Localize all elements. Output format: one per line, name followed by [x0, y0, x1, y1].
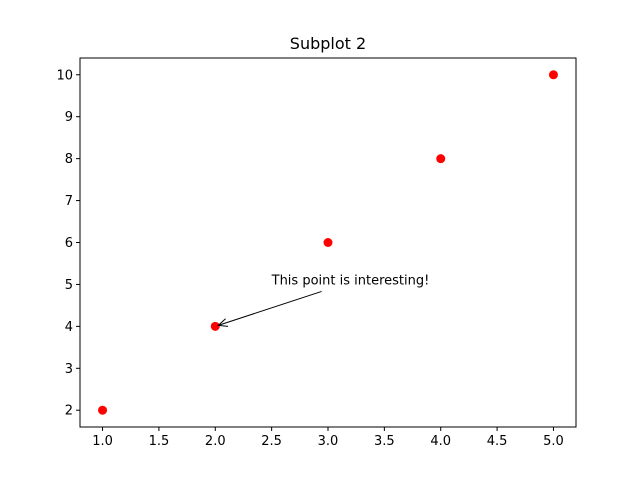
y-tick-label: 3	[65, 362, 73, 377]
y-tick-label: 7	[65, 194, 73, 209]
annotation-arrowhead	[217, 318, 229, 327]
data-series	[98, 70, 558, 415]
data-point	[210, 321, 220, 331]
x-tick-label: 2.5	[261, 434, 282, 449]
annotation-arrow	[218, 290, 322, 326]
chart-title: Subplot 2	[290, 34, 366, 53]
data-point	[436, 154, 446, 164]
y-tick-label: 9	[65, 110, 73, 125]
y-tick-label: 5	[65, 278, 73, 293]
x-tick-label: 1.5	[149, 434, 170, 449]
y-tick-label: 4	[65, 320, 73, 335]
x-tick-label: 5.0	[543, 434, 564, 449]
y-tick-label: 8	[65, 152, 73, 167]
x-tick-label: 4.0	[430, 434, 451, 449]
x-axis: 1.0 1.5 2.0 2.5 3.0 3.5 4.0 4.5 5.0	[92, 427, 564, 449]
annotations: This point is interesting!	[217, 273, 430, 327]
x-tick-label: 3.0	[318, 434, 339, 449]
data-point	[548, 70, 558, 80]
annotation-text: This point is interesting!	[271, 273, 430, 288]
x-tick-label: 1.0	[92, 434, 113, 449]
data-point	[323, 238, 333, 247]
y-tick-label: 6	[65, 236, 73, 251]
y-tick-label: 2	[65, 404, 73, 419]
y-tick-label: 10	[56, 68, 73, 83]
data-point	[98, 405, 108, 415]
x-tick-label: 2.0	[205, 434, 226, 449]
x-tick-label: 4.5	[487, 434, 508, 449]
x-tick-label: 3.5	[374, 434, 395, 449]
y-axis: 2 3 4 5 6 7 8 9 10	[56, 68, 80, 419]
